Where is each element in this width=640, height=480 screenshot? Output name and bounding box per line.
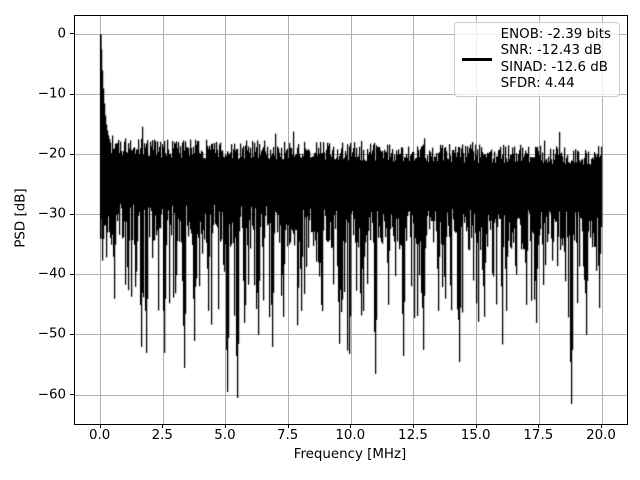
legend-metric-sinad: SINAD: -12.6 dB: [500, 59, 608, 75]
x-tick-label: 2.5: [151, 428, 173, 443]
y-tick-mark: [70, 33, 74, 35]
y-tick-mark: [70, 333, 74, 335]
x-tick-mark: [475, 424, 477, 428]
x-tick-label: 5.0: [214, 428, 236, 443]
y-tick-label: −30: [37, 206, 66, 222]
y-tick-label: −50: [37, 326, 66, 342]
x-tick-label: 12.5: [398, 428, 428, 443]
x-tick-label: 17.5: [523, 428, 554, 443]
legend-metric-enob: ENOB: -2.39 bits: [500, 27, 611, 42]
y-tick-label: −40: [37, 266, 66, 282]
x-tick-mark: [538, 424, 540, 428]
x-tick-label: 15.0: [460, 428, 491, 443]
y-tick-label: −60: [37, 387, 66, 402]
x-tick-mark: [162, 424, 164, 428]
x-tick-mark: [350, 424, 352, 428]
x-tick-mark: [99, 424, 101, 428]
y-tick-label: −20: [37, 146, 66, 162]
y-tick-mark: [70, 273, 74, 275]
x-tick-mark: [601, 424, 602, 428]
y-axis-label: PSD [dB]: [13, 188, 29, 248]
plot-area: ENOB: -2.39 bits SNR: -12.43 dB SINAD: -…: [74, 15, 628, 425]
legend-line-sample: [461, 58, 492, 61]
legend-metric-snr: SNR: -12.43 dB: [500, 43, 602, 59]
y-tick-mark: [70, 394, 74, 395]
x-axis-label: Frequency [MHz]: [293, 447, 407, 462]
y-tick-mark: [70, 93, 74, 95]
x-tick-label: 20.0: [586, 428, 616, 443]
y-tick-label: 0: [57, 26, 66, 42]
legend-metric-sfdr: SFDR: 4.44: [500, 75, 575, 91]
x-tick-label: 7.5: [276, 428, 299, 443]
legend-box: ENOB: -2.39 bits SNR: -12.43 dB SINAD: -…: [453, 22, 620, 98]
y-tick-label: −10: [37, 86, 66, 102]
x-tick-mark: [224, 424, 226, 428]
x-tick-mark: [287, 424, 289, 428]
x-tick-mark: [412, 424, 414, 428]
x-tick-label: 10.0: [335, 428, 366, 443]
x-tick-label: 0.0: [88, 428, 111, 443]
y-tick-mark: [70, 153, 74, 155]
y-tick-mark: [70, 213, 74, 215]
legend-label-block: ENOB: -2.39 bits SNR: -12.43 dB SINAD: -…: [501, 27, 611, 92]
